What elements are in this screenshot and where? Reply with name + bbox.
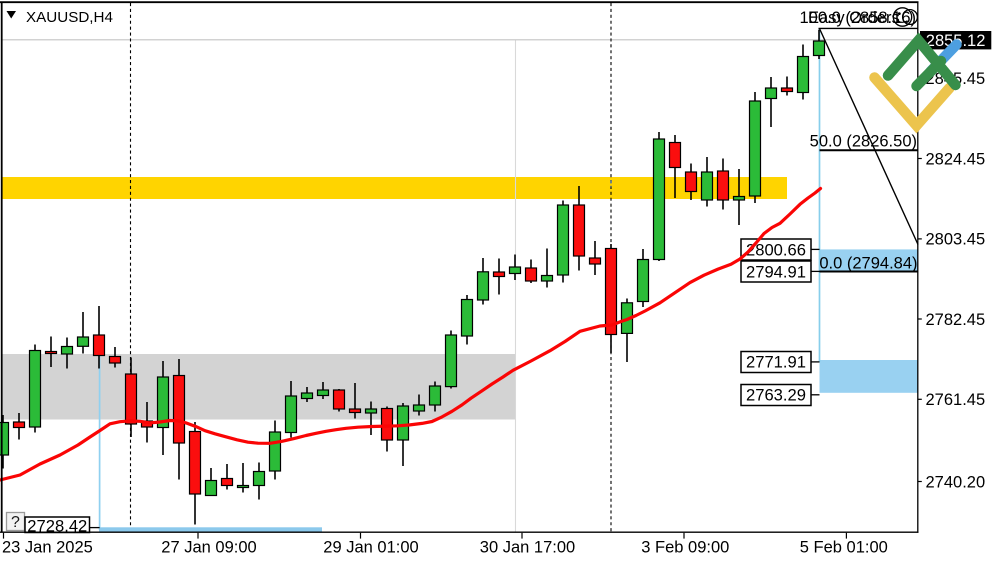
svg-text:2771.91: 2771.91 <box>746 353 806 372</box>
svg-text:2763.29: 2763.29 <box>746 386 806 405</box>
svg-text:50.0 (2826.50): 50.0 (2826.50) <box>810 133 917 151</box>
svg-text:2728.42: 2728.42 <box>27 517 87 536</box>
svg-text:0.0 (2794.84): 0.0 (2794.84) <box>819 255 917 273</box>
svg-text:30 Jan 17:00: 30 Jan 17:00 <box>480 539 575 557</box>
svg-text:?: ? <box>11 514 20 531</box>
svg-text:2794.91: 2794.91 <box>746 263 806 282</box>
svg-text:2740.20: 2740.20 <box>926 473 986 491</box>
svg-text:100.0 (2858.16): 100.0 (2858.16) <box>799 9 916 27</box>
svg-text:Easy Orders: Easy Orders <box>808 9 900 27</box>
svg-text:29 Jan 01:00: 29 Jan 01:00 <box>323 539 418 557</box>
svg-text:2782.45: 2782.45 <box>926 311 986 329</box>
svg-text:27 Jan 09:00: 27 Jan 09:00 <box>161 539 256 557</box>
svg-text:3 Feb 09:00: 3 Feb 09:00 <box>641 539 729 557</box>
svg-text:XAUUSD,H4: XAUUSD,H4 <box>26 9 113 26</box>
svg-text:2761.45: 2761.45 <box>926 391 986 409</box>
svg-text:2800.66: 2800.66 <box>746 241 806 260</box>
svg-text:5 Feb 01:00: 5 Feb 01:00 <box>800 539 888 557</box>
svg-text:2803.45: 2803.45 <box>926 231 986 249</box>
svg-text:2824.45: 2824.45 <box>926 150 986 168</box>
svg-text:23 Jan 2025: 23 Jan 2025 <box>2 539 93 557</box>
